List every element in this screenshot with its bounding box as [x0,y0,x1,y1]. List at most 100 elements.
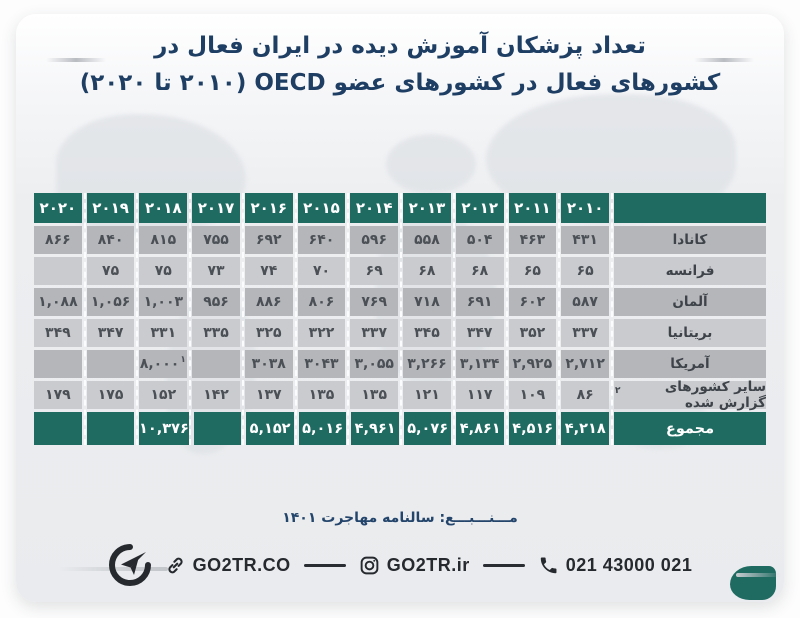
value-cell: ۹۵۶ [192,288,240,316]
value-text: ۸۴۰ [97,232,124,248]
value-text: ۵,۰۷۶ [407,420,449,437]
value-text: ۶۹ [365,263,383,279]
value-cell: ۱۰,۳۷۶ [139,412,189,445]
value-cell: ۳۳۷ [561,319,609,347]
year-header-cell: ۲۰۱۵ [297,193,346,223]
value-text: ۵۰۴ [466,232,493,248]
value-cell: ۷۰ [297,257,346,285]
value-cell: ۳۳۵ [192,319,240,347]
value-cell: ۳۳۱ [139,319,188,347]
value-text: ۴۶۳ [519,232,546,248]
value-cell: ۸۰۶ [297,288,346,316]
value-cell: ۴,۸۶۱ [456,412,504,445]
value-cell: ۳۴۷ [455,319,504,347]
value-cell: ۱۴۲ [192,381,240,409]
year-header-cell: ۲۰۱۷ [192,193,240,223]
value-text: ۱۱۷ [466,387,493,403]
value-text: ۳۳۱ [150,325,177,341]
data-table: ۲۰۲۰ ۲۰۱۹ ۲۰۱۸ ۲۰۱۷ ۲۰۱۶ ۲۰۱۵ ۲۰۱۴ ۲۰۱۳ ۲۰۱۲ ۲۰۱۱… [34,193,766,445]
value-cell: ۸۸۶ [244,288,293,316]
value-cell: ۱۱۷ [455,381,504,409]
value-text: ۳۰۳۸ [251,356,286,372]
value-cell: ۳۳۷ [350,319,399,347]
year-header-cell: ۲۰۱۱ [508,193,557,223]
value-cell: ۶۴۰ [297,226,346,254]
column-separator [399,193,402,445]
value-text: ۶۸ [418,263,436,279]
value-cell: ۳۰۳۸ [244,350,293,378]
year-header-cell: ۲۰۱۸ [139,193,188,223]
value-cell: ۵,۰۱۶ [298,412,347,445]
value-text: ۴۳۱ [572,232,598,248]
map-corner-accent [730,566,776,600]
value-text: ۸۸۶ [255,294,282,310]
year-header-cell: ۲۰۱۳ [403,193,451,223]
value-cell: ۷۵ [139,257,188,285]
value-text: ۷۴ [260,263,278,279]
value-text: ۱۷۹ [45,387,71,403]
country-label-text: آمریکا [670,356,710,372]
value-cell: ۸,۰۰۰ ۱ [139,350,188,378]
country-label-cell: بریتانیا [613,319,766,347]
value-cell: ۸۶۶ [34,226,82,254]
value-cell: ۶۹۲ [244,226,293,254]
value-text: ۷۵ [154,263,172,279]
value-text: ۶۵ [523,263,541,279]
value-cell: ۸۱۵ [139,226,188,254]
column-separator [557,193,560,445]
value-text: ۳۴۵ [414,325,440,341]
link-icon [168,557,183,573]
map-watermark-europe [386,134,476,194]
table-row: ۳۴۹ ۳۴۷ ۳۳۱ ۳۳۵ ۳۲۵ ۳۲۲ ۳۳۷ ۳۴۵ ۳۴۷ ۳۵۲ ۳۳۷ بریتانی… [34,319,766,347]
value-text: ۳۲۵ [255,325,282,341]
value-text: ۱,۰۰۳ [143,294,184,310]
footnote-marker: ۱ [180,355,186,365]
website-link[interactable]: GO2TR.CO [165,555,291,576]
country-label-text: مجموع [665,420,715,437]
instagram-text: GO2TR.ir [386,554,470,575]
value-text: ۸۰۶ [308,294,335,310]
instagram-link[interactable]: GO2TR.ir [359,555,470,576]
value-cell: ۳۲۲ [297,319,346,347]
phone-contact[interactable]: 021 43000 021 [538,555,693,576]
value-cell: ۱,۰۵۶ [86,288,135,316]
value-cell [34,412,82,445]
value-text: ۲,۹۲۵ [512,356,553,372]
value-cell: ۱۲۱ [403,381,451,409]
value-cell [34,350,82,378]
year-header-cell: ۲۰۱۶ [244,193,293,223]
value-cell: ۶۸ [455,257,504,285]
value-cell: ۴۳۱ [561,226,609,254]
column-separator [241,193,244,445]
value-text: ۹۵۶ [203,294,229,310]
table-row: ۷۵ ۷۵ ۷۳ ۷۴ ۷۰ ۶۹ ۶۸ ۶۸ ۶۵ ۶۵ فرانسه [34,257,766,285]
country-label-cell: آلمان [613,288,766,316]
value-text: ۳۳۷ [361,325,388,341]
value-text: ۴,۵۱۶ [512,420,554,437]
value-text: ۱۴۲ [203,387,229,403]
value-cell: ۱۵۲ [139,381,188,409]
value-cell: ۱,۰۰۳ [139,288,188,316]
value-cell: ۴,۲۱۸ [561,412,609,445]
table-row: ۱,۰۸۸ ۱,۰۵۶ ۱,۰۰۳ ۹۵۶ ۸۸۶ ۸۰۶ ۷۶۹ ۷۱۸ ۶۹۱ ۶۰۲ ۵۸۷ آ… [34,288,766,316]
country-label-cell: کانادا [613,226,766,254]
value-text: ۸,۰۰۰ [139,356,180,372]
value-text: ۵,۱۵۲ [249,420,291,437]
value-text: ۵۵۸ [414,232,440,248]
value-cell: ۳۴۵ [403,319,451,347]
value-cell: ۸۶ [561,381,609,409]
value-text: ۳۴۷ [466,325,493,341]
title-line-1: تعداد پزشکان آموزش دیده در ایران فعال در [154,33,646,59]
value-cell: ۳,۱۳۴ [455,350,504,378]
value-text: ۵۹۶ [361,232,388,248]
value-cell: ۳۰۴۳ [297,350,346,378]
footnote-marker: ۲ [614,386,621,396]
value-text: ۳۲۲ [308,325,335,341]
value-text: ۷۱۸ [414,294,440,310]
value-cell: ۶۰۲ [508,288,557,316]
value-cell: ۱۳۵ [350,381,399,409]
value-cell [192,350,240,378]
phone-text: 021 43000 021 [565,554,693,575]
year-header-cell: ۲۰۱۹ [86,193,135,223]
